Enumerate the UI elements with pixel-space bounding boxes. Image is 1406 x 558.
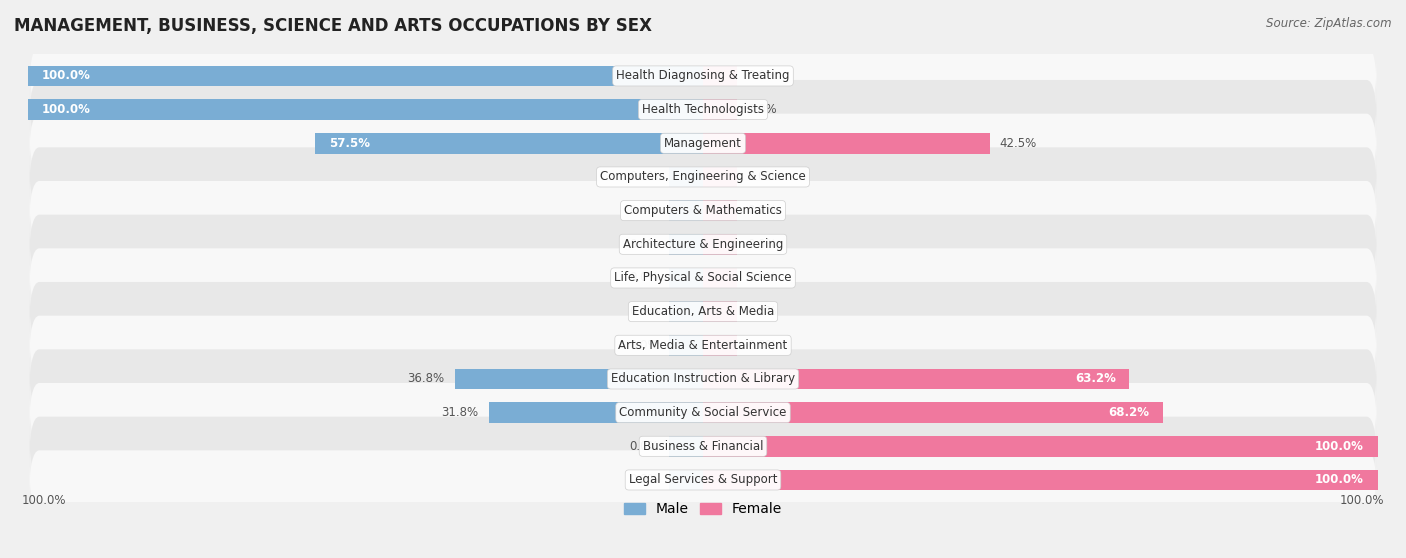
Text: Arts, Media & Entertainment: Arts, Media & Entertainment xyxy=(619,339,787,352)
Text: 100.0%: 100.0% xyxy=(1315,440,1364,453)
Text: 0.0%: 0.0% xyxy=(747,103,776,116)
Bar xyxy=(28,65,703,86)
Text: Health Diagnosing & Treating: Health Diagnosing & Treating xyxy=(616,69,790,83)
Text: Education Instruction & Library: Education Instruction & Library xyxy=(612,372,794,386)
FancyBboxPatch shape xyxy=(30,282,1376,341)
Bar xyxy=(669,436,703,457)
Bar xyxy=(669,200,703,221)
Text: Life, Physical & Social Science: Life, Physical & Social Science xyxy=(614,271,792,285)
Text: 0.0%: 0.0% xyxy=(630,170,659,184)
Text: MANAGEMENT, BUSINESS, SCIENCE AND ARTS OCCUPATIONS BY SEX: MANAGEMENT, BUSINESS, SCIENCE AND ARTS O… xyxy=(14,17,652,35)
Text: 63.2%: 63.2% xyxy=(1076,372,1116,386)
Text: Health Technologists: Health Technologists xyxy=(643,103,763,116)
Text: Source: ZipAtlas.com: Source: ZipAtlas.com xyxy=(1267,17,1392,30)
Bar xyxy=(28,99,703,120)
Bar xyxy=(669,469,703,490)
Text: Computers & Mathematics: Computers & Mathematics xyxy=(624,204,782,217)
Bar xyxy=(703,402,1163,423)
Bar xyxy=(315,133,703,153)
Text: 0.0%: 0.0% xyxy=(630,440,659,453)
Text: Business & Financial: Business & Financial xyxy=(643,440,763,453)
Text: 57.5%: 57.5% xyxy=(329,137,370,150)
FancyBboxPatch shape xyxy=(30,147,1376,206)
Text: 0.0%: 0.0% xyxy=(630,473,659,487)
Bar xyxy=(669,166,703,187)
Bar xyxy=(703,65,737,86)
Text: Community & Social Service: Community & Social Service xyxy=(619,406,787,419)
Bar xyxy=(454,368,703,389)
FancyBboxPatch shape xyxy=(30,114,1376,173)
Text: Computers, Engineering & Science: Computers, Engineering & Science xyxy=(600,170,806,184)
Bar xyxy=(703,200,737,221)
Text: 100.0%: 100.0% xyxy=(42,103,91,116)
Bar xyxy=(703,335,737,356)
Text: 0.0%: 0.0% xyxy=(747,305,776,318)
Text: 0.0%: 0.0% xyxy=(747,69,776,83)
Text: 0.0%: 0.0% xyxy=(630,339,659,352)
Bar xyxy=(703,301,737,322)
Text: 0.0%: 0.0% xyxy=(747,170,776,184)
Bar xyxy=(703,234,737,254)
Legend: Male, Female: Male, Female xyxy=(619,497,787,522)
Text: Education, Arts & Media: Education, Arts & Media xyxy=(631,305,775,318)
FancyBboxPatch shape xyxy=(30,46,1376,105)
Text: 0.0%: 0.0% xyxy=(630,305,659,318)
FancyBboxPatch shape xyxy=(30,181,1376,240)
Text: 0.0%: 0.0% xyxy=(630,271,659,285)
Bar xyxy=(703,368,1129,389)
Bar xyxy=(703,267,737,288)
Text: Management: Management xyxy=(664,137,742,150)
Bar xyxy=(703,436,1378,457)
Text: 0.0%: 0.0% xyxy=(747,204,776,217)
Text: 100.0%: 100.0% xyxy=(42,69,91,83)
Text: 0.0%: 0.0% xyxy=(747,339,776,352)
Bar xyxy=(703,99,737,120)
FancyBboxPatch shape xyxy=(30,316,1376,375)
FancyBboxPatch shape xyxy=(30,349,1376,408)
Text: 68.2%: 68.2% xyxy=(1108,406,1150,419)
Text: 0.0%: 0.0% xyxy=(630,238,659,251)
Text: 31.8%: 31.8% xyxy=(441,406,478,419)
FancyBboxPatch shape xyxy=(30,450,1376,509)
FancyBboxPatch shape xyxy=(30,417,1376,476)
Text: 42.5%: 42.5% xyxy=(1000,137,1038,150)
Text: 0.0%: 0.0% xyxy=(747,271,776,285)
Text: Architecture & Engineering: Architecture & Engineering xyxy=(623,238,783,251)
Bar xyxy=(669,301,703,322)
Bar xyxy=(669,335,703,356)
Text: 100.0%: 100.0% xyxy=(1315,473,1364,487)
Text: 0.0%: 0.0% xyxy=(747,238,776,251)
Bar xyxy=(703,469,1378,490)
Text: 100.0%: 100.0% xyxy=(1340,494,1385,507)
FancyBboxPatch shape xyxy=(30,248,1376,307)
Text: 0.0%: 0.0% xyxy=(630,204,659,217)
Bar xyxy=(669,267,703,288)
Text: 36.8%: 36.8% xyxy=(408,372,444,386)
FancyBboxPatch shape xyxy=(30,215,1376,274)
Bar xyxy=(669,234,703,254)
Bar xyxy=(703,133,990,153)
Text: 100.0%: 100.0% xyxy=(21,494,66,507)
Bar xyxy=(488,402,703,423)
Text: Legal Services & Support: Legal Services & Support xyxy=(628,473,778,487)
FancyBboxPatch shape xyxy=(30,383,1376,442)
Bar xyxy=(703,166,737,187)
FancyBboxPatch shape xyxy=(30,80,1376,140)
